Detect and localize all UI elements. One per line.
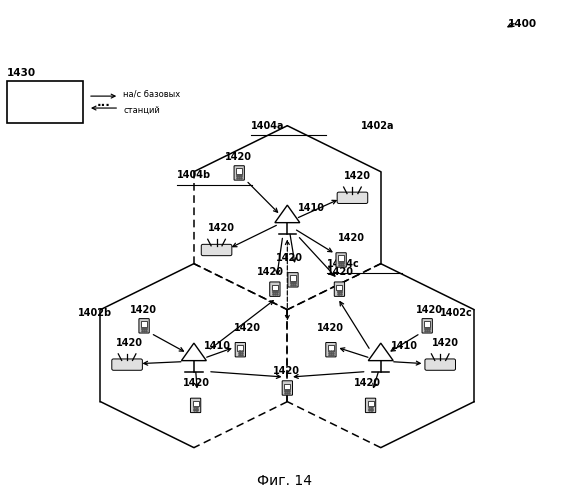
Text: 1402c: 1402c — [440, 308, 473, 318]
Text: 1430: 1430 — [7, 68, 36, 78]
Text: Фиг. 14: Фиг. 14 — [257, 474, 312, 488]
Text: 1420: 1420 — [344, 171, 371, 181]
Text: 1410: 1410 — [391, 340, 418, 350]
FancyBboxPatch shape — [326, 342, 336, 357]
FancyBboxPatch shape — [425, 359, 456, 370]
Text: 1402b: 1402b — [78, 308, 112, 318]
Polygon shape — [368, 343, 393, 360]
Bar — [424, 322, 430, 326]
Text: 1420: 1420 — [327, 266, 354, 276]
Text: 1420: 1420 — [208, 223, 235, 233]
Text: ...: ... — [96, 96, 110, 108]
Text: 1420: 1420 — [183, 378, 210, 388]
Bar — [368, 401, 374, 406]
Text: контроллер: контроллер — [15, 106, 76, 117]
Text: 1420: 1420 — [317, 323, 344, 333]
Bar — [272, 284, 278, 290]
FancyBboxPatch shape — [112, 359, 142, 370]
Bar — [328, 345, 334, 350]
FancyBboxPatch shape — [7, 81, 84, 123]
Text: 1404b: 1404b — [177, 170, 211, 180]
Text: 1404c: 1404c — [327, 258, 360, 268]
FancyBboxPatch shape — [422, 318, 432, 333]
FancyBboxPatch shape — [336, 252, 347, 267]
FancyBboxPatch shape — [337, 192, 368, 203]
Text: 1420: 1420 — [416, 305, 443, 315]
Bar — [336, 284, 343, 290]
Text: 1420: 1420 — [353, 378, 381, 388]
FancyBboxPatch shape — [270, 282, 280, 296]
Text: 1420: 1420 — [276, 253, 303, 263]
FancyBboxPatch shape — [235, 342, 245, 357]
Text: Системный: Системный — [16, 88, 75, 99]
Bar — [338, 256, 344, 261]
FancyBboxPatch shape — [282, 381, 292, 395]
Text: 1420: 1420 — [273, 366, 300, 376]
Bar — [284, 384, 290, 389]
Text: 1420: 1420 — [225, 152, 252, 162]
FancyBboxPatch shape — [201, 244, 232, 256]
Bar — [237, 345, 244, 350]
Text: 1402a: 1402a — [361, 120, 394, 130]
FancyBboxPatch shape — [234, 166, 244, 180]
Bar — [236, 168, 242, 174]
Bar — [141, 322, 147, 326]
Text: 1404a: 1404a — [250, 120, 284, 130]
Text: 1410: 1410 — [298, 202, 324, 212]
Text: 1400: 1400 — [508, 19, 537, 29]
Text: 1410: 1410 — [204, 340, 231, 350]
Text: 1420: 1420 — [339, 233, 365, 243]
FancyBboxPatch shape — [139, 318, 149, 333]
Text: 1420: 1420 — [233, 323, 261, 333]
Polygon shape — [182, 343, 207, 360]
Bar — [290, 276, 296, 280]
FancyBboxPatch shape — [191, 398, 201, 412]
Polygon shape — [275, 205, 300, 222]
FancyBboxPatch shape — [334, 282, 345, 296]
FancyBboxPatch shape — [365, 398, 376, 412]
Text: 1420: 1420 — [130, 305, 157, 315]
Text: на/с базовых: на/с базовых — [123, 90, 180, 98]
FancyBboxPatch shape — [288, 272, 298, 287]
Text: 1420: 1420 — [116, 338, 143, 347]
Text: 1420: 1420 — [257, 266, 284, 276]
Text: 1420: 1420 — [432, 338, 459, 347]
Text: станций: станций — [123, 106, 160, 114]
Bar — [192, 401, 199, 406]
